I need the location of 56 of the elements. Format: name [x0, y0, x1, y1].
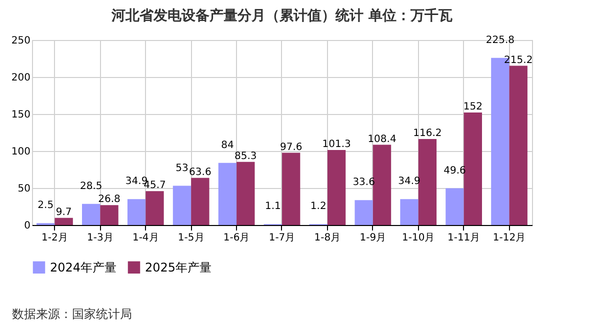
bar — [354, 200, 373, 225]
data-label: 152 — [463, 102, 482, 113]
data-label: 85.3 — [234, 150, 257, 162]
data-label: 63.6 — [189, 166, 212, 178]
bar — [236, 162, 255, 225]
bar — [100, 205, 118, 225]
legend-label: 2025年产量 — [145, 260, 212, 274]
x-tick-label: 1-6月 — [223, 232, 250, 244]
bar — [172, 186, 192, 225]
data-label: 225.8 — [486, 34, 514, 46]
data-label: 1.2 — [310, 201, 326, 212]
y-tick-label: 250 — [11, 36, 30, 46]
bar — [446, 188, 464, 225]
data-label: 1.1 — [264, 201, 281, 212]
data-label: 28.5 — [80, 180, 102, 192]
bar — [146, 191, 164, 225]
chart-title: 河北省发电设备产量分月（累计值）统计 单位：万千瓦 — [110, 6, 452, 24]
x-tick-label: 1-2月 — [42, 232, 68, 244]
data-label: 101.3 — [322, 139, 351, 150]
legend-label: 2024年产量 — [50, 260, 117, 274]
bar — [191, 178, 210, 225]
y-tick-label: 200 — [11, 72, 30, 84]
data-label: 215.2 — [504, 54, 533, 66]
x-tick-label: 1-4月 — [132, 232, 159, 244]
x-tick-label: 1-11月 — [447, 232, 480, 244]
bar — [509, 66, 528, 225]
data-label: 108.4 — [368, 134, 396, 145]
bar — [282, 152, 300, 225]
bar — [400, 199, 418, 225]
bar — [127, 199, 146, 225]
data-label: 9.7 — [56, 206, 72, 218]
data-label: 116.2 — [413, 128, 442, 140]
x-tick-label: 1-5月 — [178, 232, 204, 244]
data-label: 53 — [176, 162, 188, 174]
x-tick-label: 1-8月 — [314, 232, 341, 244]
data-label: 2.5 — [38, 200, 54, 212]
bar — [82, 204, 100, 225]
bar — [372, 144, 392, 225]
y-tick-label: 50 — [18, 184, 30, 194]
x-tick-label: 1-7月 — [268, 232, 296, 244]
bar — [218, 162, 237, 225]
bar — [54, 218, 73, 225]
bar — [327, 150, 346, 225]
data-label: 26.8 — [98, 194, 120, 206]
bar — [418, 139, 437, 225]
x-tick-label: 1-3月 — [87, 232, 114, 244]
y-tick-label: 0 — [24, 220, 30, 232]
y-tick-label: 150 — [11, 110, 30, 120]
x-tick-label: 1-9月 — [360, 232, 386, 244]
source-note: 数据来源：国家统计局 — [12, 306, 132, 323]
x-tick-label: 1-12月 — [492, 232, 526, 244]
data-label: 97.6 — [280, 142, 302, 153]
y-tick-label: 100 — [11, 146, 30, 158]
x-tick-label: 1-10月 — [402, 232, 435, 244]
data-label: 84 — [221, 140, 234, 151]
bar — [464, 112, 482, 225]
